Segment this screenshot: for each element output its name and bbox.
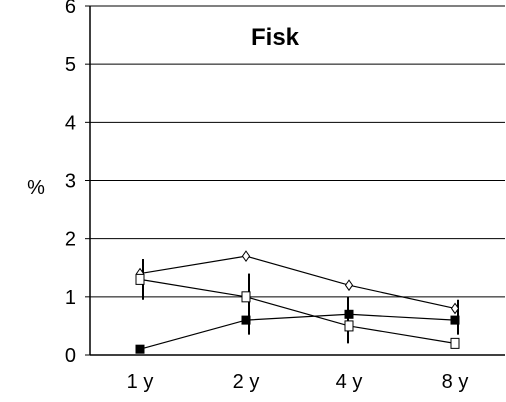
y-tick-label: 2 — [65, 229, 76, 251]
data-point-square-filled — [450, 315, 460, 325]
data-point-square-filled — [344, 309, 354, 319]
x-tick-label: 8 y — [442, 371, 469, 393]
data-point-square-open — [344, 320, 354, 332]
gridlines — [90, 5, 505, 298]
data-point-diamond — [450, 302, 460, 315]
x-tick-label: 2 y — [233, 371, 260, 393]
x-tick-labels: 1 y 2 y 4 y 8 y — [127, 371, 469, 393]
y-tick-labels: 0 1 2 3 4 5 6 — [65, 0, 90, 367]
data-point-square-open — [450, 337, 460, 349]
x-tick-label: 4 y — [336, 371, 363, 393]
data-point-diamond — [344, 279, 354, 292]
y-tick-label: 1 — [65, 287, 76, 309]
chart-title: Fisk — [251, 24, 300, 51]
x-tick-label: 1 y — [127, 371, 154, 393]
data-point-square-open — [241, 291, 251, 303]
series-line — [139, 313, 456, 350]
y-tick-label: 3 — [65, 171, 76, 193]
data-point-square-filled — [241, 315, 251, 325]
data-point-square-open — [135, 273, 145, 285]
y-tick-label: 6 — [65, 0, 76, 18]
y-tick-label: 5 — [65, 54, 76, 76]
series-line — [139, 278, 456, 344]
y-axis-label: % — [27, 177, 45, 199]
data-point-diamond — [241, 250, 251, 262]
series-group — [135, 250, 460, 354]
series-line — [139, 255, 456, 310]
y-tick-label: 4 — [65, 112, 76, 134]
data-point-square-filled — [135, 344, 145, 354]
y-tick-label: 0 — [65, 345, 76, 367]
